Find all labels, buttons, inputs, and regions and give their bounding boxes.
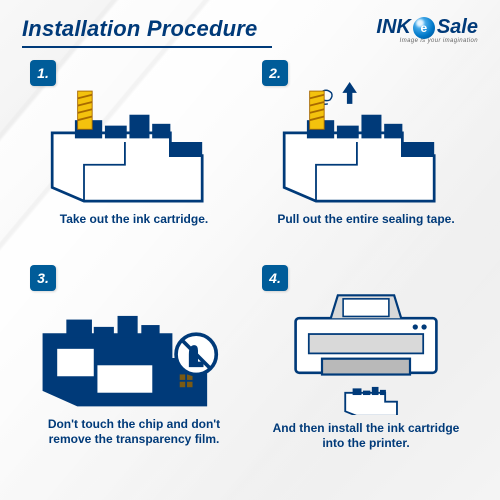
step-badge: 1. (30, 60, 56, 86)
step-badge: 2. (262, 60, 288, 86)
no-touch-chip-icon (29, 283, 239, 411)
step-3: 3. (18, 261, 250, 466)
step-caption: Pull out the entire sealing tape. (271, 212, 460, 227)
step-2: 2. (250, 56, 482, 261)
title-block: Installation Procedure (22, 16, 272, 48)
brand-logo: INK e Sale Image is your imagination (376, 16, 478, 44)
step-4-illustration (256, 283, 476, 415)
no-touch-icon (176, 334, 216, 374)
step-badge: 4. (262, 265, 288, 291)
step-3-illustration (24, 283, 244, 411)
title-underline (22, 46, 272, 48)
logo-row: INK e Sale (376, 16, 478, 39)
pull-tape-icon (266, 78, 466, 206)
page-title: Installation Procedure (22, 16, 272, 42)
logo-ball-icon: e (413, 17, 435, 39)
steps-grid: 1. (0, 54, 500, 478)
cartridge-icon (34, 78, 234, 206)
logo-tagline: Image is your imagination (400, 38, 478, 44)
step-caption: And then install the ink cartridge into … (256, 421, 476, 451)
step-1-illustration (24, 78, 244, 206)
logo-ink: INK (376, 16, 410, 39)
printer-icon (261, 283, 471, 415)
step-1: 1. (18, 56, 250, 261)
step-4: 4. (250, 261, 482, 466)
step-caption: Take out the ink cartridge. (54, 212, 214, 227)
step-badge: 3. (30, 265, 56, 291)
step-caption: Don't touch the chip and don't remove th… (24, 417, 244, 447)
header: Installation Procedure INK e Sale Image … (0, 0, 500, 54)
logo-e: e (421, 21, 428, 35)
logo-sale: Sale (437, 16, 478, 39)
step-2-illustration (256, 78, 476, 206)
